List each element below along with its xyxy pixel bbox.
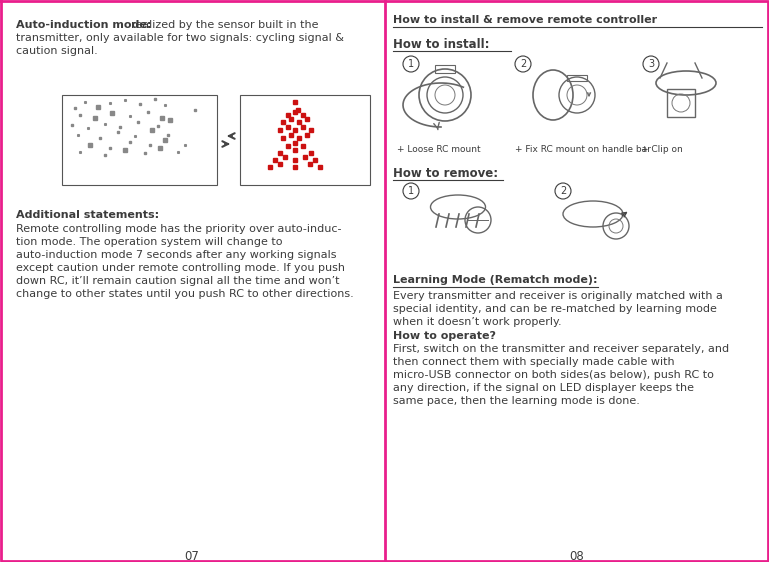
Text: 1: 1 xyxy=(408,59,414,69)
Text: realized by the sensor built in the: realized by the sensor built in the xyxy=(124,20,318,30)
Text: any direction, if the signal on LED displayer keeps the: any direction, if the signal on LED disp… xyxy=(393,383,694,393)
Text: Auto-induction mode:: Auto-induction mode: xyxy=(16,20,151,30)
Text: 3: 3 xyxy=(648,59,654,69)
Bar xyxy=(667,89,695,117)
Text: Additional statements:: Additional statements: xyxy=(16,210,159,220)
Text: 1: 1 xyxy=(408,186,414,196)
Text: + Loose RC mount: + Loose RC mount xyxy=(397,145,481,154)
Text: special identity, and can be re-matched by learning mode: special identity, and can be re-matched … xyxy=(393,304,717,314)
Text: How to operate?: How to operate? xyxy=(393,331,496,341)
Text: when it doesn’t work properly.: when it doesn’t work properly. xyxy=(393,317,561,327)
Text: same pace, then the learning mode is done.: same pace, then the learning mode is don… xyxy=(393,396,640,406)
Text: Remote controlling mode has the priority over auto-induc-: Remote controlling mode has the priority… xyxy=(16,224,341,234)
Bar xyxy=(240,95,370,185)
Text: micro-USB connector on both sides(as below), push RC to: micro-USB connector on both sides(as bel… xyxy=(393,370,714,380)
Bar xyxy=(567,75,587,81)
Text: 07: 07 xyxy=(185,550,199,562)
Text: + Fix RC mount on handle bar: + Fix RC mount on handle bar xyxy=(515,145,651,154)
Bar xyxy=(435,65,455,73)
Text: down RC, it’ll remain caution signal all the time and won’t: down RC, it’ll remain caution signal all… xyxy=(16,276,339,286)
Text: 08: 08 xyxy=(570,550,584,562)
Text: then connect them with specially made cable with: then connect them with specially made ca… xyxy=(393,357,674,367)
Text: tion mode. The operation system will change to: tion mode. The operation system will cha… xyxy=(16,237,282,247)
Text: change to other states until you push RC to other directions.: change to other states until you push RC… xyxy=(16,289,354,299)
Text: 2: 2 xyxy=(560,186,566,196)
Text: auto-induction mode 7 seconds after any working signals: auto-induction mode 7 seconds after any … xyxy=(16,250,337,260)
Text: transmitter, only available for two signals: cycling signal &: transmitter, only available for two sign… xyxy=(16,33,344,43)
Bar xyxy=(62,95,217,185)
Text: caution signal.: caution signal. xyxy=(16,46,98,56)
Text: except caution under remote controlling mode. If you push: except caution under remote controlling … xyxy=(16,263,345,273)
Text: 2: 2 xyxy=(520,59,526,69)
Text: Learning Mode (Rematch mode):: Learning Mode (Rematch mode): xyxy=(393,275,598,285)
Text: + Clip on: + Clip on xyxy=(641,145,683,154)
Text: First, switch on the transmitter and receiver separately, and: First, switch on the transmitter and rec… xyxy=(393,344,729,354)
Text: How to remove:: How to remove: xyxy=(393,167,498,180)
Text: How to install:: How to install: xyxy=(393,38,490,51)
Text: Every transmitter and receiver is originally matched with a: Every transmitter and receiver is origin… xyxy=(393,291,723,301)
Text: How to install & remove remote controller: How to install & remove remote controlle… xyxy=(393,15,657,25)
